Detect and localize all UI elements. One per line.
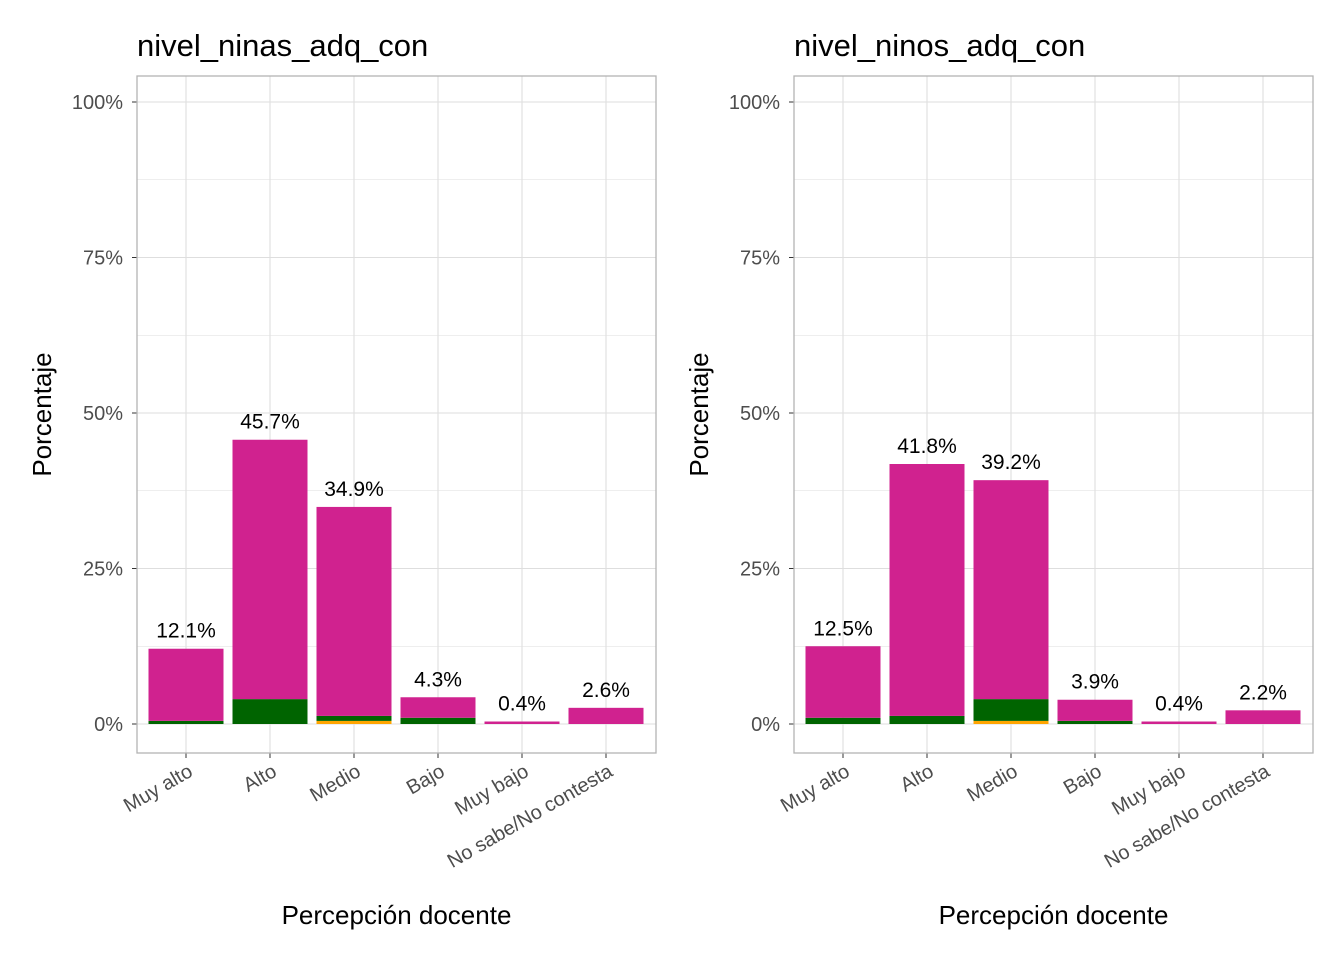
data-label: 2.6% [582,679,630,702]
bar-segment-magenta [148,648,224,721]
y-tick-label: 25% [83,559,123,581]
x-tick-label: Bajo [1060,760,1106,799]
data-label: 12.1% [156,620,216,643]
bar-segment-green [400,717,476,724]
x-tick-label: Muy alto [777,760,853,817]
bar-no-sabe-no-contesta: 2.6% [568,679,644,724]
x-axis-label: Percepción docente [282,900,512,930]
x-tick-label: Medio [306,760,364,806]
y-tick-label: 25% [740,559,780,581]
bar-muy-alto: 12.1% [148,620,224,724]
data-label: 41.8% [897,435,957,458]
bar-alto: 41.8% [889,435,965,724]
bar-segment-orange [973,720,1049,724]
bar-no-sabe-no-contesta: 2.2% [1225,681,1301,724]
y-tick-label: 50% [740,403,780,425]
bar-segment-magenta [889,464,965,716]
x-tick-label: Muy alto [120,760,196,817]
y-tick-label: 0% [751,714,780,736]
data-label: 4.3% [414,668,462,691]
bar-segment-green [148,720,224,724]
bar-segment-magenta [805,646,881,718]
data-label: 45.7% [240,411,300,434]
x-tick-label: Alto [240,760,281,796]
bar-medio: 34.9% [316,478,392,724]
bar-segment-magenta [484,721,560,724]
y-tick-label: 0% [94,714,123,736]
data-label: 0.4% [498,693,546,716]
x-tick-label: Alto [897,760,938,796]
bar-segment-magenta [232,439,308,700]
bar-muy-bajo: 0.4% [1141,693,1217,724]
panel-1: 0% 25% 50% 75% 100% 12.1% Muy alto 45.7% Alto 34.… [27,28,657,930]
y-tick-label: 100% [72,92,123,114]
data-label: 39.2% [981,451,1041,474]
bar-segment-green [316,715,392,721]
bar-bajo: 3.9% [1057,671,1133,724]
chart-title: nivel_ninas_adq_con [137,28,428,63]
bar-segment-green [232,699,308,724]
y-tick-label: 100% [729,92,780,114]
x-tick-label: Medio [963,760,1021,806]
bar-segment-green [1057,720,1133,724]
y-tick-label: 75% [740,248,780,270]
bar-bajo: 4.3% [400,668,476,724]
bar-segment-magenta [316,506,392,716]
x-tick-label: Bajo [403,760,449,799]
panel-border [136,75,657,754]
bar-segment-green [973,699,1049,721]
y-axis-label: Porcentaje [27,352,57,476]
bar-segment-magenta [1057,699,1133,721]
x-axis-label: Percepción docente [939,900,1169,930]
bar-segment-magenta [400,697,476,718]
y-tick-label: 50% [83,403,123,425]
bar-segment-green [805,717,881,724]
panel-2: 0% 25% 50% 75% 100% 12.5% Muy alto 41.8% Alto 39.… [684,28,1314,930]
data-label: 3.9% [1071,671,1119,694]
bar-segment-orange [316,720,392,724]
data-label: 0.4% [1155,693,1203,716]
bar-muy-alto: 12.5% [805,617,881,724]
bar-medio: 39.2% [973,451,1049,724]
bar-segment-green [889,715,965,724]
bar-alto: 45.7% [232,411,308,724]
chart-title: nivel_ninos_adq_con [794,28,1085,63]
bar-segment-magenta [1225,710,1301,724]
data-label: 2.2% [1239,681,1287,704]
bar-segment-magenta [1141,721,1217,724]
data-label: 12.5% [813,617,873,640]
bar-muy-bajo: 0.4% [484,693,560,724]
data-label: 34.9% [324,478,384,501]
y-axis-label: Porcentaje [684,352,714,476]
bar-segment-magenta [973,480,1049,700]
panel-border [793,75,1314,754]
bar-segment-magenta [568,707,644,724]
y-tick-label: 75% [83,248,123,270]
